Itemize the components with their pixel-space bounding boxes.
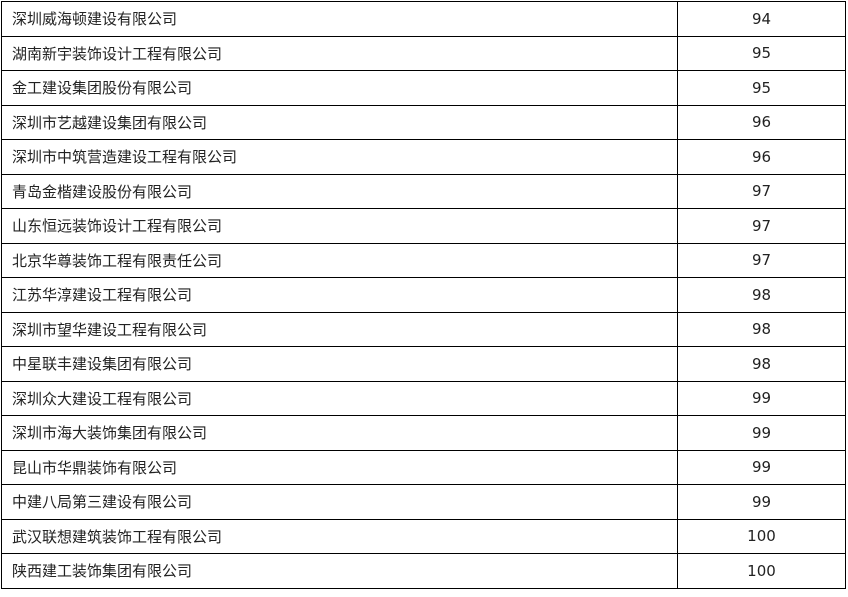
- score-cell: 94: [677, 1, 846, 37]
- table-row: 深圳市海大装饰集团有限公司 99: [1, 415, 846, 451]
- company-name-cell: 江苏华淳建设工程有限公司: [1, 277, 678, 313]
- company-name-cell: 中星联丰建设集团有限公司: [1, 346, 678, 382]
- score-cell: 100: [677, 553, 846, 589]
- table-row: 深圳众大建设工程有限公司 99: [1, 380, 846, 416]
- score-cell: 96: [677, 104, 846, 140]
- score-cell: 98: [677, 277, 846, 313]
- company-name-cell: 深圳众大建设工程有限公司: [1, 380, 678, 416]
- table-row: 北京华尊装饰工程有限责任公司 97: [1, 242, 846, 278]
- score-cell: 99: [677, 380, 846, 416]
- company-name-cell: 深圳市望华建设工程有限公司: [1, 311, 678, 347]
- company-name-cell: 中建八局第三建设有限公司: [1, 484, 678, 520]
- score-cell: 99: [677, 415, 846, 451]
- company-name-cell: 深圳市艺越建设集团有限公司: [1, 104, 678, 140]
- score-cell: 95: [677, 35, 846, 71]
- company-name-cell: 深圳市海大装饰集团有限公司: [1, 415, 678, 451]
- table-row: 金工建设集团股份有限公司 95: [1, 70, 846, 106]
- company-name-cell: 陕西建工装饰集团有限公司: [1, 553, 678, 589]
- company-name-cell: 武汉联想建筑装饰工程有限公司: [1, 518, 678, 554]
- score-cell: 96: [677, 139, 846, 175]
- table-row: 湖南新宇装饰设计工程有限公司 95: [1, 35, 846, 71]
- score-cell: 98: [677, 346, 846, 382]
- score-cell: 99: [677, 484, 846, 520]
- company-name-cell: 金工建设集团股份有限公司: [1, 70, 678, 106]
- table-row: 深圳市望华建设工程有限公司 98: [1, 311, 846, 347]
- company-name-cell: 湖南新宇装饰设计工程有限公司: [1, 35, 678, 71]
- company-name-cell: 深圳市中筑营造建设工程有限公司: [1, 139, 678, 175]
- score-cell: 98: [677, 311, 846, 347]
- company-name-cell: 北京华尊装饰工程有限责任公司: [1, 242, 678, 278]
- table-row: 武汉联想建筑装饰工程有限公司 100: [1, 518, 846, 554]
- company-name-cell: 深圳威海顿建设有限公司: [1, 1, 678, 37]
- table-row: 深圳市中筑营造建设工程有限公司 96: [1, 139, 846, 175]
- table-row: 中建八局第三建设有限公司 99: [1, 484, 846, 520]
- table-row: 中星联丰建设集团有限公司 98: [1, 346, 846, 382]
- table-row: 深圳威海顿建设有限公司 94: [1, 1, 846, 37]
- company-name-cell: 青岛金楷建设股份有限公司: [1, 173, 678, 209]
- score-cell: 97: [677, 242, 846, 278]
- table-row: 山东恒远装饰设计工程有限公司 97: [1, 208, 846, 244]
- score-cell: 97: [677, 173, 846, 209]
- score-cell: 100: [677, 518, 846, 554]
- company-name-cell: 山东恒远装饰设计工程有限公司: [1, 208, 678, 244]
- table-row: 青岛金楷建设股份有限公司 97: [1, 173, 846, 209]
- score-cell: 95: [677, 70, 846, 106]
- score-cell: 99: [677, 449, 846, 485]
- table-row: 昆山市华鼎装饰有限公司 99: [1, 449, 846, 485]
- table-row: 陕西建工装饰集团有限公司 100: [1, 553, 846, 589]
- score-cell: 97: [677, 208, 846, 244]
- table-row: 江苏华淳建设工程有限公司 98: [1, 277, 846, 313]
- company-name-cell: 昆山市华鼎装饰有限公司: [1, 449, 678, 485]
- table-row: 深圳市艺越建设集团有限公司 96: [1, 104, 846, 140]
